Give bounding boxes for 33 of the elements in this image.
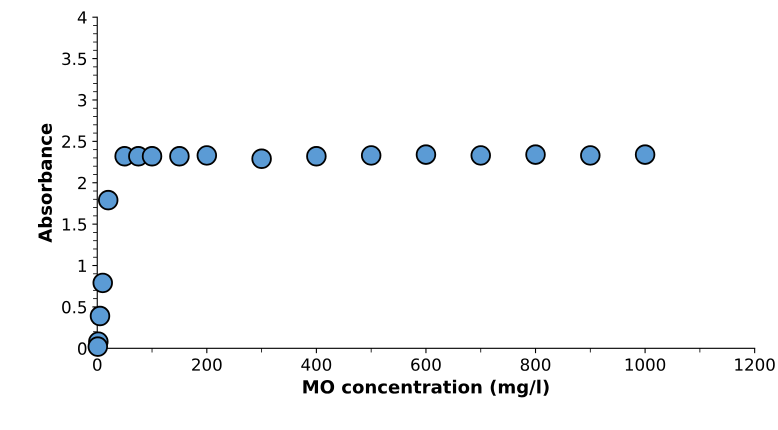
- y-axis-title: Absorbance: [38, 124, 52, 243]
- y-tick-label: 2.5: [62, 135, 86, 148]
- y-tick-label: 4: [78, 11, 87, 24]
- y-tick-label: 2: [78, 176, 86, 190]
- point: [470, 145, 491, 166]
- x-tick-label: 0: [93, 358, 102, 371]
- point: [169, 146, 190, 166]
- point: [98, 190, 118, 210]
- x-axis-title: MO concentration (mg/l): [303, 380, 549, 398]
- point: [142, 146, 162, 166]
- x-tick-label: 600: [411, 358, 441, 371]
- y-tick-label: 0.5: [62, 300, 86, 314]
- point: [92, 272, 113, 294]
- x-tick-label: 1200: [735, 358, 775, 371]
- point: [580, 145, 601, 166]
- point: [196, 145, 218, 166]
- y-tick-label: 3: [78, 94, 86, 107]
- x-tick-label: 200: [192, 358, 222, 371]
- point: [416, 144, 436, 165]
- point: [360, 145, 382, 166]
- point: [90, 306, 110, 326]
- point: [251, 148, 272, 169]
- y-tick-label: 1.5: [62, 218, 86, 231]
- point: [525, 144, 546, 165]
- y-tick-label: 0: [78, 342, 86, 355]
- y-tick-label: 3.5: [62, 52, 86, 66]
- y-tick-label: 1: [78, 260, 86, 272]
- x-tick-label: 400: [301, 358, 332, 371]
- point: [306, 146, 327, 166]
- point: [88, 336, 108, 357]
- x-tick-label: 800: [520, 358, 550, 371]
- x-tick-label: 1000: [626, 358, 666, 371]
- point: [634, 144, 656, 165]
